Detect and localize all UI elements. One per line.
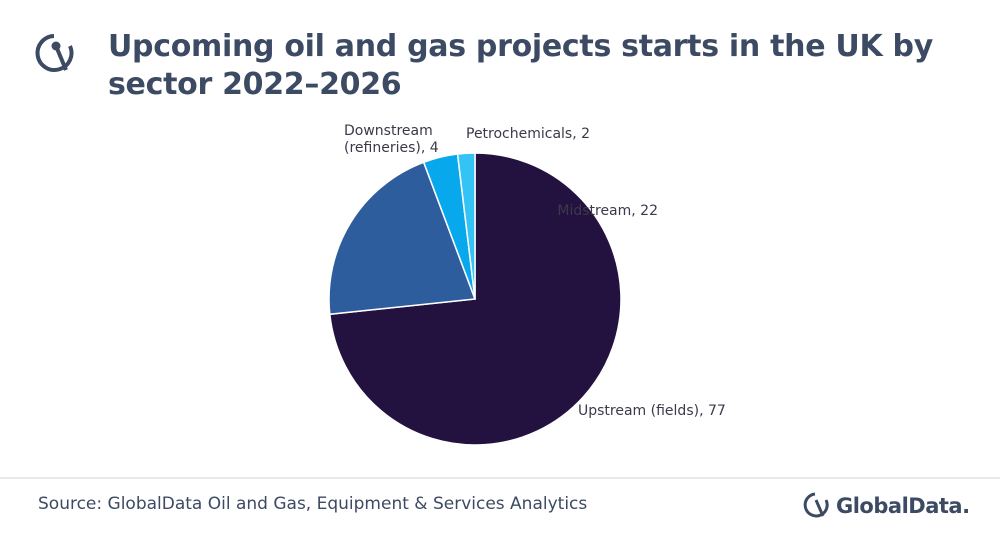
pie (328, 152, 622, 446)
data-label: Midstream, 22 (557, 203, 658, 219)
pie-slice (456, 152, 476, 300)
chart-title: Upcoming oil and gas projects starts in … (108, 29, 933, 102)
data-label: Upstream (fields), 77 (578, 403, 726, 419)
logo-icon (803, 492, 829, 518)
source-note: Source: GlobalData Oil and Gas, Equipmen… (38, 494, 588, 514)
logo-text: GlobalData. (836, 494, 970, 518)
data-label: Petrochemicals, 2 (466, 126, 591, 142)
data-label: Downstream (refineries), 4 (344, 123, 439, 156)
pie-slice (328, 161, 477, 316)
title-icon (35, 34, 74, 72)
